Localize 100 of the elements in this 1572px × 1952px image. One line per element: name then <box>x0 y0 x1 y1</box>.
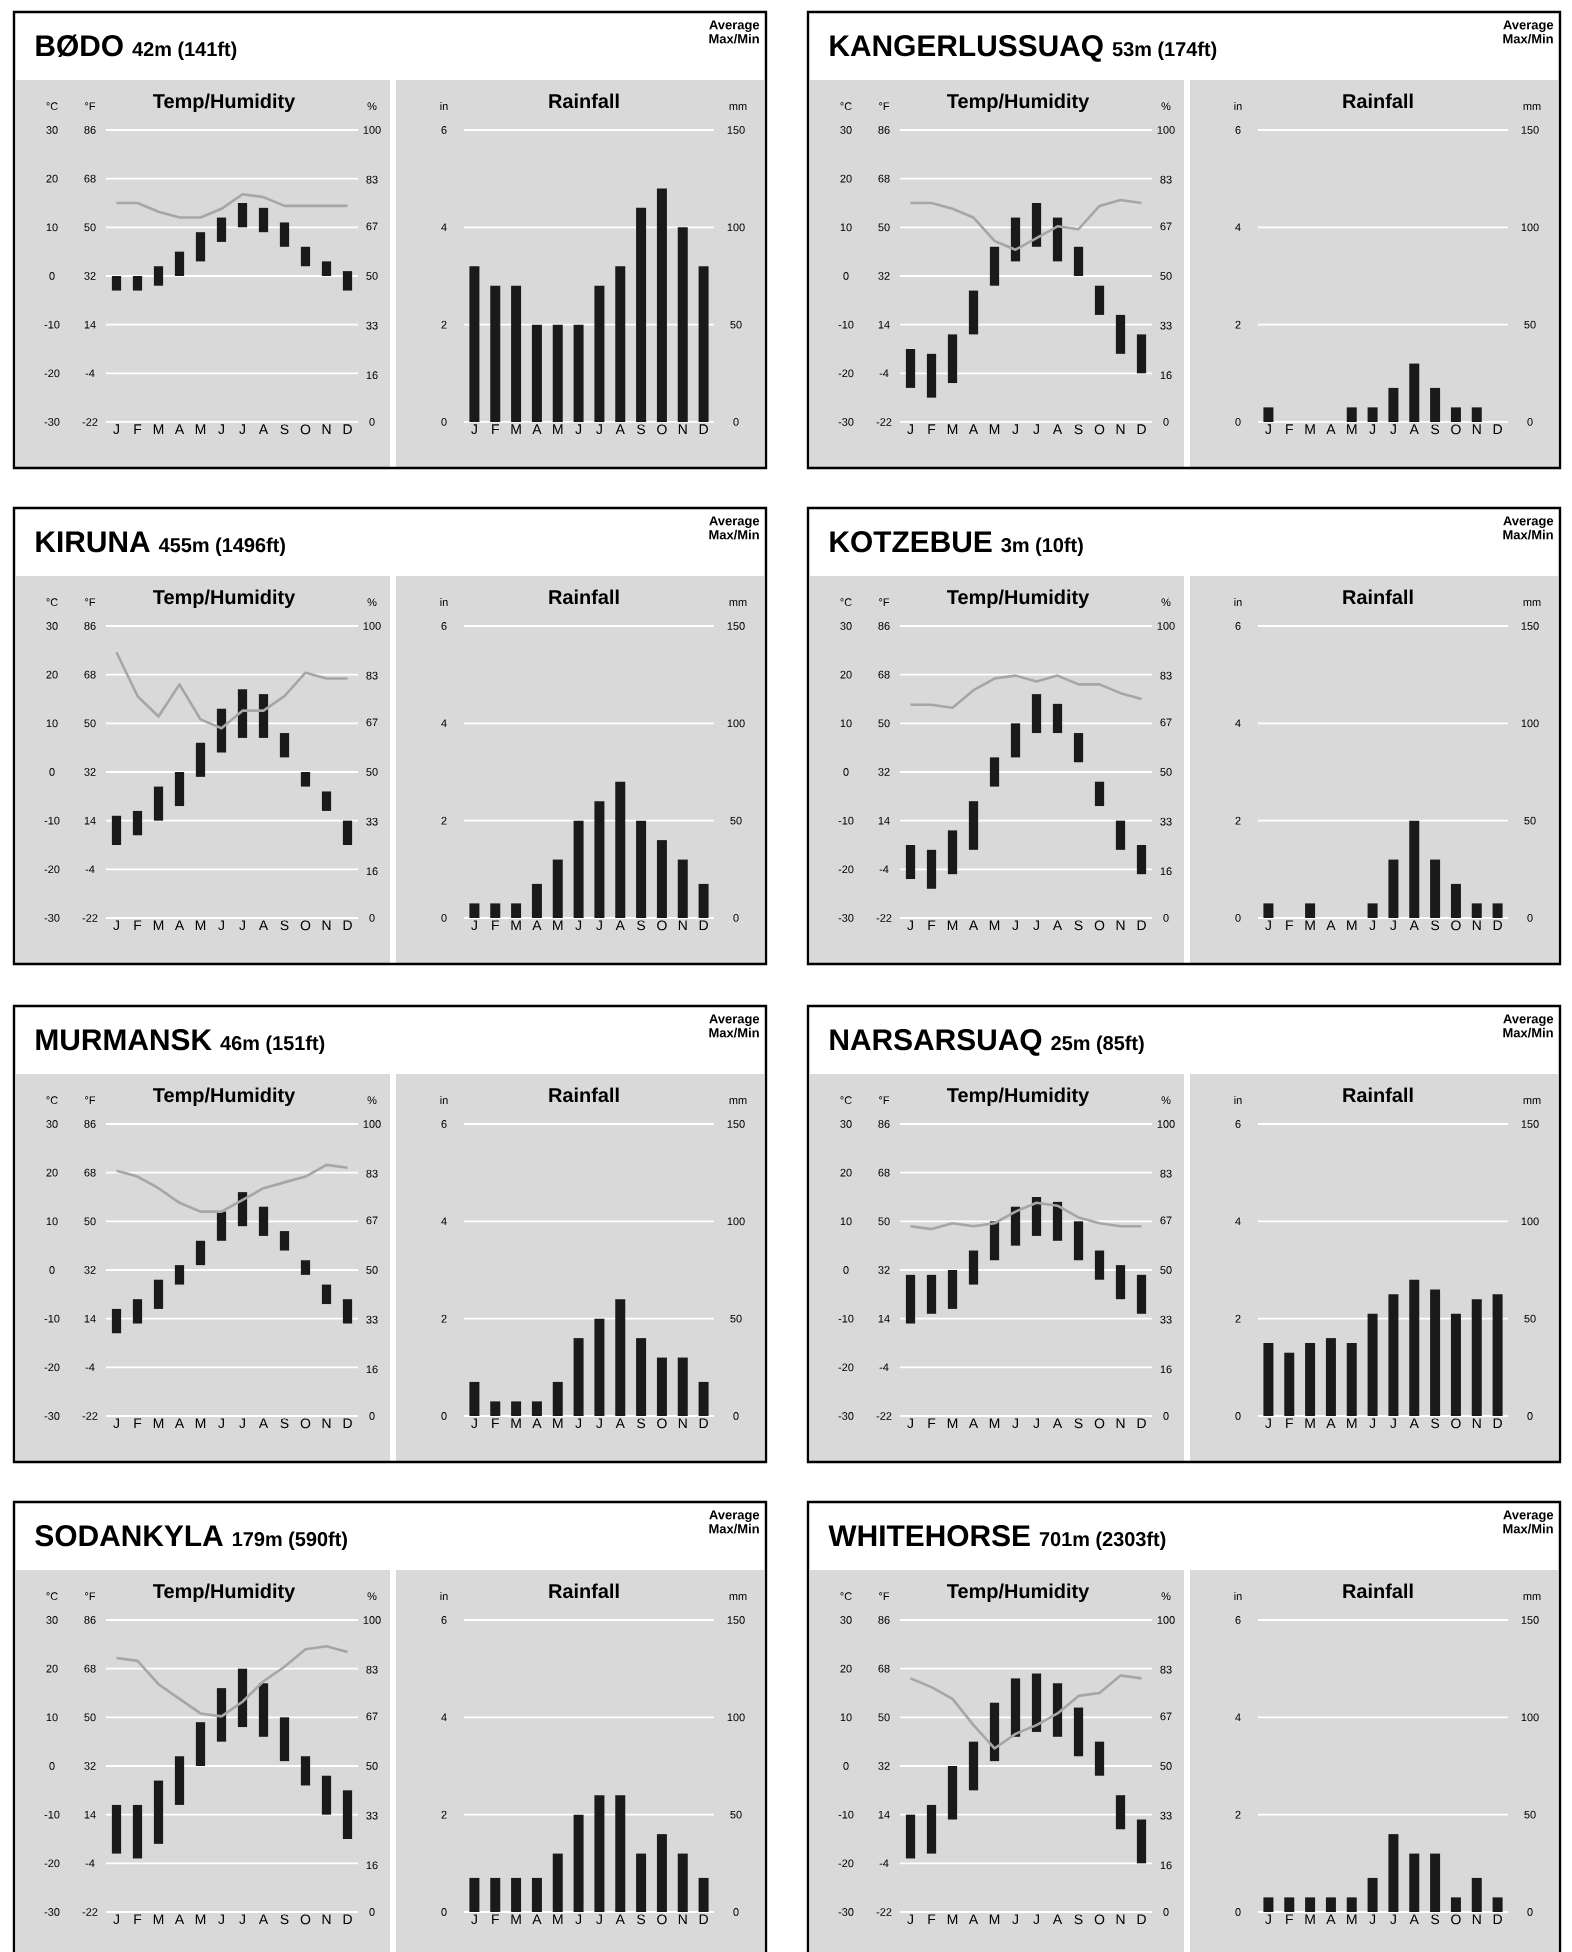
bar <box>656 840 667 918</box>
bar <box>968 1250 979 1285</box>
bar <box>947 1765 958 1820</box>
bar <box>926 1804 937 1854</box>
chart-subtitle: 179m (590ft) <box>232 1531 347 1551</box>
bar <box>905 844 916 880</box>
bar <box>469 1877 480 1912</box>
bar <box>1388 1294 1399 1416</box>
bar <box>594 1795 605 1912</box>
bar <box>279 1231 290 1251</box>
chart-subtitle: 701m (2303ft) <box>1039 1531 1166 1551</box>
bar <box>511 1877 522 1912</box>
bar <box>1388 859 1399 918</box>
chart-subtitle: 3m (10ft) <box>1001 537 1083 557</box>
text: Temp/Humidity <box>947 589 1090 609</box>
bar <box>1136 844 1147 875</box>
bar <box>677 1853 688 1912</box>
bar <box>132 810 143 836</box>
bar <box>1031 202 1042 247</box>
bar <box>1073 1707 1084 1757</box>
bar <box>1115 1795 1126 1830</box>
bar <box>153 786 164 821</box>
bar <box>531 883 542 918</box>
bar <box>195 1240 206 1266</box>
bar <box>153 266 164 286</box>
bar <box>511 285 522 422</box>
bar <box>1450 883 1461 918</box>
bar <box>1325 1338 1336 1416</box>
chart-title: KIRUNA <box>36 531 150 553</box>
bar <box>195 232 206 262</box>
bar <box>111 815 122 845</box>
chart-subtitle: 53m (174ft) <box>1112 41 1217 61</box>
bar <box>321 1775 332 1815</box>
bar <box>905 1274 916 1324</box>
bar <box>947 1269 958 1309</box>
bar <box>300 771 311 787</box>
bar <box>905 348 916 388</box>
chart-title: Rainfall <box>549 1583 619 1599</box>
bar <box>594 285 605 422</box>
bar <box>677 1357 688 1416</box>
bar <box>573 820 584 918</box>
bar <box>1450 1313 1461 1416</box>
bar <box>174 251 185 276</box>
bar <box>698 883 709 918</box>
bar <box>968 801 979 850</box>
bar <box>1409 363 1420 422</box>
bar <box>279 733 290 758</box>
bar <box>174 1265 185 1285</box>
bar <box>1305 903 1316 918</box>
chart-title: NARSARSUAQ <box>830 1029 1042 1056</box>
bar <box>656 1834 667 1912</box>
bar <box>573 324 584 422</box>
bar <box>594 801 605 918</box>
bar <box>1346 1897 1357 1912</box>
bar <box>573 1814 584 1912</box>
bar <box>1115 314 1126 354</box>
bar <box>237 1668 248 1728</box>
text: Temp/Humidity <box>153 1087 296 1107</box>
bar <box>698 1877 709 1912</box>
bar <box>1031 694 1042 734</box>
bar <box>1305 1342 1316 1416</box>
bar <box>1367 903 1378 918</box>
bar <box>552 1381 563 1416</box>
bar <box>531 324 542 422</box>
bar <box>1492 1294 1503 1416</box>
bar <box>216 1688 227 1742</box>
bar <box>1430 859 1441 918</box>
bar <box>132 275 143 291</box>
bar <box>258 207 269 233</box>
bar <box>132 1299 143 1324</box>
bar <box>1094 1250 1105 1280</box>
bar <box>1284 1897 1295 1912</box>
bar <box>636 1338 647 1416</box>
bar <box>300 246 311 267</box>
bar <box>111 1804 122 1854</box>
bar <box>947 334 958 384</box>
bar <box>698 266 709 422</box>
bar <box>1031 1196 1042 1236</box>
bar <box>1450 1897 1461 1912</box>
bar <box>1136 1274 1147 1314</box>
bar <box>279 1717 290 1762</box>
bar <box>469 1381 480 1416</box>
bar <box>1430 387 1441 422</box>
bar <box>989 246 1000 286</box>
bar <box>1388 1834 1399 1912</box>
bar <box>905 1814 916 1859</box>
bar <box>321 791 332 811</box>
bar <box>342 1790 353 1839</box>
bar <box>677 227 688 422</box>
bar <box>636 207 647 422</box>
line-series <box>909 1674 1143 1750</box>
chart-title: Rainfall <box>1343 1087 1413 1103</box>
bar <box>511 903 522 918</box>
bar <box>1136 334 1147 374</box>
chart-title: MURMANSK <box>36 1029 212 1051</box>
bar <box>1450 407 1461 422</box>
bar <box>1094 1741 1105 1776</box>
bar <box>216 1211 227 1241</box>
bar <box>1346 1342 1357 1416</box>
bar <box>511 1401 522 1416</box>
